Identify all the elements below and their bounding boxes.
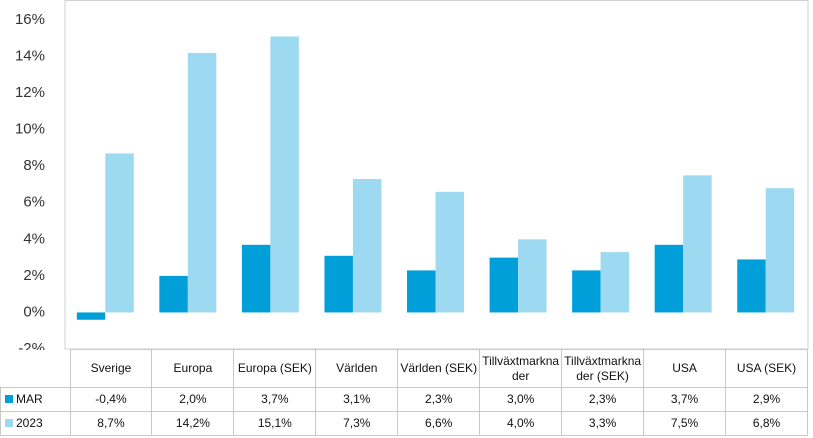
bar — [737, 259, 766, 313]
value-label: 3,7% — [643, 387, 726, 412]
data-table: Sverige Europa Europa (SEK) Världen Världen … — [0, 349, 808, 436]
x-tick-label: Världen (SEK) — [397, 349, 481, 388]
x-tick-label: Världen — [315, 349, 399, 388]
y-tick-label: 0% — [23, 303, 45, 320]
y-tick-label: 8% — [23, 157, 45, 174]
bar — [489, 257, 519, 313]
x-tick-label: USA — [643, 349, 726, 388]
legend-cell: 2023 — [0, 411, 71, 436]
bar — [765, 188, 795, 313]
value-label: 7,5% — [643, 411, 726, 436]
bar — [572, 270, 601, 313]
value-label: 7,3% — [315, 411, 399, 436]
bar — [105, 153, 134, 313]
x-tick-label: Tillväxtmarknader (SEK) — [561, 349, 645, 388]
value-label: 6,8% — [725, 411, 808, 436]
y-tick-label: -2% — [18, 340, 45, 350]
bar — [518, 239, 547, 313]
legend-swatch — [5, 419, 13, 427]
corner-cell — [0, 349, 71, 388]
series-row: MAR -0,4% 2,0% 3,7% 3,1% 2,3% 3,0% 2,3% 3,7% 2,9% — [0, 387, 808, 412]
y-tick-label: 4% — [23, 230, 45, 247]
series-row: 2023 8,7% 14,2% 15,1% 7,3% 6,6% 4,0% 3,3% 7,5% 6,… — [0, 411, 808, 436]
bar — [654, 244, 684, 313]
value-label: 3,1% — [315, 387, 399, 412]
y-tick-label: 10% — [15, 121, 45, 138]
value-label: 8,7% — [69, 411, 153, 436]
legend-label: MAR — [16, 392, 43, 406]
value-label: 14,2% — [151, 411, 235, 436]
bar — [324, 255, 353, 313]
y-tick-label: 14% — [15, 48, 45, 65]
y-tick-label: 16% — [15, 11, 45, 28]
bar — [435, 191, 464, 313]
bar — [241, 244, 271, 313]
value-label: 6,6% — [397, 411, 481, 436]
bar — [76, 312, 106, 320]
y-tick-label: 12% — [15, 84, 45, 101]
value-label: 15,1% — [233, 411, 317, 436]
bar — [407, 270, 436, 313]
header-row: Sverige Europa Europa (SEK) Världen Världen … — [0, 349, 808, 388]
x-tick-label: USA (SEK) — [725, 349, 808, 388]
y-tick-label: 6% — [23, 194, 45, 211]
value-label: 2,9% — [725, 387, 808, 412]
x-tick-label: Europa (SEK) — [233, 349, 317, 388]
y-tick-label: 2% — [23, 267, 45, 284]
chart: -2% 0% 2% 4% 6% 8% 10% 12% 14% 16% — [15, 0, 809, 350]
value-label: 2,0% — [151, 387, 235, 412]
value-label: 3,0% — [479, 387, 563, 412]
value-label: -0,4% — [69, 387, 153, 412]
bar — [683, 175, 712, 313]
x-tick-label: Europa — [151, 349, 235, 388]
x-tick-label: Sverige — [69, 349, 153, 388]
bar — [352, 179, 382, 313]
legend-swatch — [5, 395, 13, 403]
x-tick-label: Tillväxtmarknader — [479, 349, 563, 388]
value-label: 3,3% — [561, 411, 645, 436]
legend-cell: MAR — [0, 387, 71, 412]
value-label: 3,7% — [233, 387, 317, 412]
value-label: 4,0% — [479, 411, 563, 436]
bar — [187, 52, 217, 313]
bar — [270, 36, 299, 313]
legend-label: 2023 — [16, 416, 43, 430]
bar — [600, 252, 630, 313]
bar — [159, 275, 188, 313]
value-label: 2,3% — [561, 387, 645, 412]
value-label: 2,3% — [397, 387, 481, 412]
